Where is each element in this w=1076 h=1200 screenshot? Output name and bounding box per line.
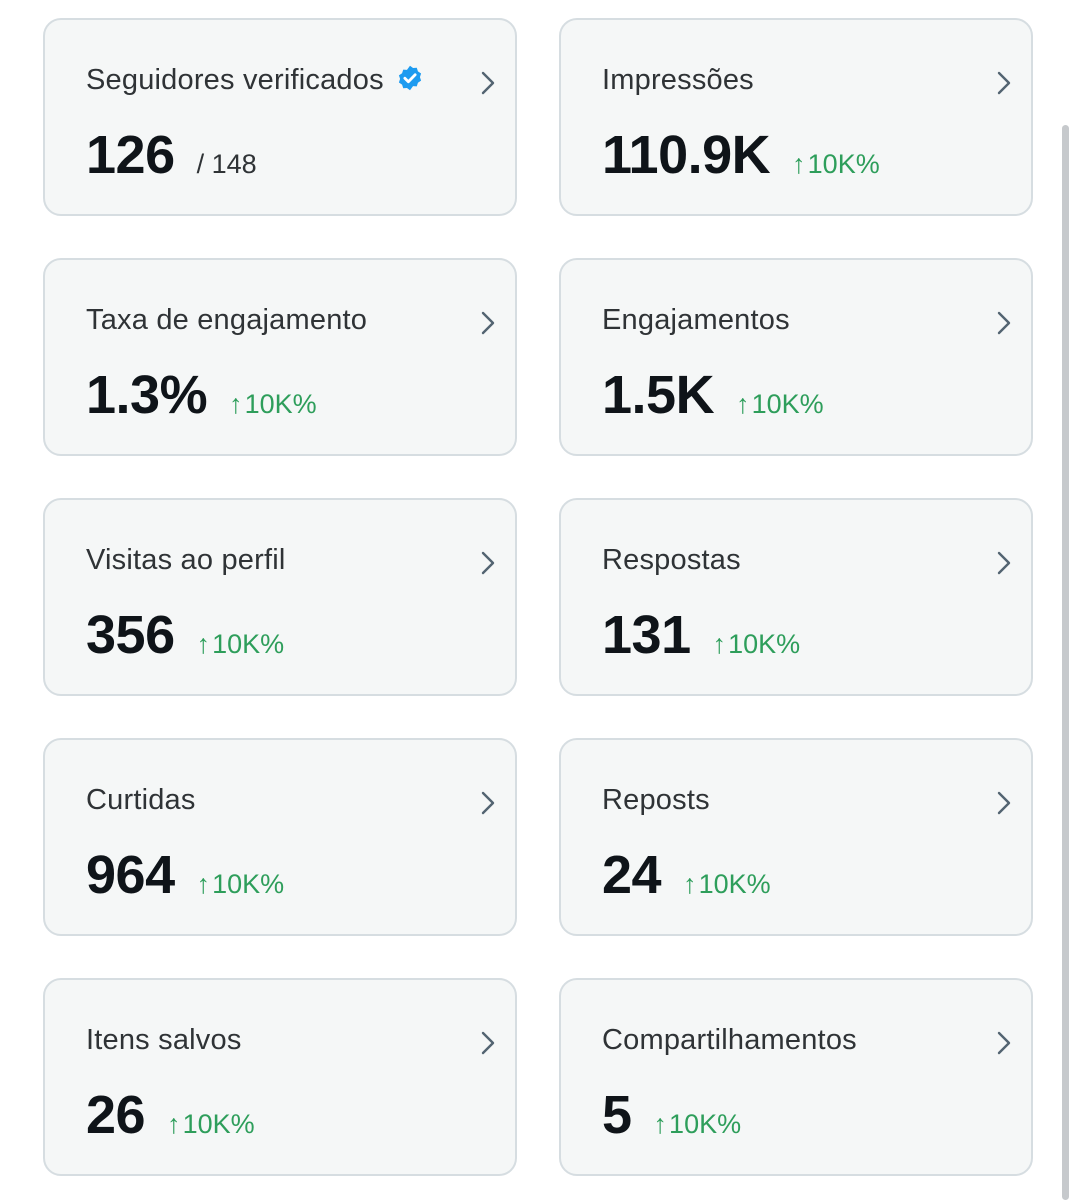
- metric-value: 356: [86, 605, 175, 665]
- metric-value-row: 964 ↑ 10K%: [86, 848, 284, 902]
- metric-value: 110.9K: [602, 125, 771, 185]
- chevron-right-icon[interactable]: [995, 310, 1013, 336]
- metric-title: Reposts: [602, 784, 710, 817]
- metric-value: 24: [602, 845, 662, 905]
- metric-card-impressions[interactable]: Impressões 110.9K ↑ 10K%: [559, 18, 1033, 216]
- metric-delta-value: 10K%: [698, 869, 771, 899]
- metric-value-row: 1.3% ↑ 10K%: [86, 368, 317, 422]
- arrow-up-icon: ↑: [792, 149, 806, 179]
- metric-delta-value: 10K%: [807, 149, 880, 179]
- metric-delta-value: 10K%: [751, 389, 824, 419]
- metric-card-engagements[interactable]: Engajamentos 1.5K ↑ 10K%: [559, 258, 1033, 456]
- metric-value-row: 131 ↑ 10K%: [602, 608, 800, 662]
- chevron-right-icon[interactable]: [479, 1030, 497, 1056]
- arrow-up-icon: ↑: [196, 869, 211, 899]
- metric-title: Compartilhamentos: [602, 1024, 857, 1057]
- chevron-right-icon[interactable]: [995, 70, 1013, 96]
- metric-value-row: 126 / 148: [86, 128, 257, 182]
- metric-value: 1.5K: [602, 365, 715, 425]
- metric-delta-value: 10K%: [212, 869, 285, 899]
- chevron-right-icon[interactable]: [479, 550, 497, 576]
- metric-value: 26: [86, 1085, 146, 1145]
- metric-delta: ↑ 10K%: [229, 389, 317, 420]
- metric-card-likes[interactable]: Curtidas 964 ↑ 10K%: [43, 738, 517, 936]
- scrollbar-thumb[interactable]: [1062, 125, 1069, 1200]
- metric-title: Seguidores verificados: [86, 64, 424, 97]
- metric-value-row: 356 ↑ 10K%: [86, 608, 284, 662]
- metric-card-verified-followers[interactable]: Seguidores verificados 126 / 148: [43, 18, 517, 216]
- metric-title: Impressões: [602, 64, 754, 97]
- chevron-right-icon[interactable]: [995, 550, 1013, 576]
- metric-delta: ↑ 10K%: [736, 389, 824, 420]
- metric-value-row: 5 ↑ 10K%: [602, 1088, 741, 1142]
- metric-delta: ↑ 10K%: [792, 149, 880, 180]
- chevron-right-icon[interactable]: [995, 1030, 1013, 1056]
- metric-card-shares[interactable]: Compartilhamentos 5 ↑ 10K%: [559, 978, 1033, 1176]
- metric-title: Respostas: [602, 544, 741, 577]
- metric-title-text: Taxa de engajamento: [86, 304, 368, 336]
- metric-title: Visitas ao perfil: [86, 544, 286, 577]
- chevron-right-icon[interactable]: [995, 790, 1013, 816]
- metric-delta-value: 10K%: [212, 629, 285, 659]
- chevron-right-icon[interactable]: [479, 70, 497, 96]
- metric-card-replies[interactable]: Respostas 131 ↑ 10K%: [559, 498, 1033, 696]
- arrow-up-icon: ↑: [229, 389, 243, 419]
- metric-title: Engajamentos: [602, 304, 790, 337]
- chevron-right-icon[interactable]: [479, 790, 497, 816]
- verified-badge-icon: [396, 64, 424, 92]
- metric-delta: ↑ 10K%: [654, 1109, 742, 1140]
- metric-card-profile-visits[interactable]: Visitas ao perfil 356 ↑ 10K%: [43, 498, 517, 696]
- arrow-up-icon: ↑: [736, 389, 750, 419]
- metric-delta: ↑ 10K%: [167, 1109, 255, 1140]
- metric-title-text: Reposts: [602, 784, 710, 816]
- metric-value: 126: [86, 125, 175, 185]
- metric-value: 964: [86, 845, 175, 905]
- metric-delta-value: 10K%: [728, 629, 801, 659]
- metric-delta-value: 10K%: [244, 389, 317, 419]
- metric-total: / 148: [196, 149, 257, 179]
- arrow-up-icon: ↑: [196, 629, 211, 659]
- arrow-up-icon: ↑: [683, 869, 697, 899]
- metric-value: 1.3%: [86, 365, 208, 425]
- metric-title: Itens salvos: [86, 1024, 242, 1057]
- metric-delta-value: 10K%: [182, 1109, 255, 1139]
- metric-delta: ↑ 10K%: [197, 869, 285, 900]
- metric-delta-value: 10K%: [669, 1109, 742, 1139]
- metrics-grid: Seguidores verificados 126 / 148 Impress…: [43, 18, 1033, 1176]
- metric-delta: ↑ 10K%: [683, 869, 771, 900]
- metric-title-text: Visitas ao perfil: [86, 544, 286, 576]
- metric-card-reposts[interactable]: Reposts 24 ↑ 10K%: [559, 738, 1033, 936]
- metric-title: Curtidas: [86, 784, 196, 817]
- metric-value: 131: [602, 605, 691, 665]
- metric-card-saved-items[interactable]: Itens salvos 26 ↑ 10K%: [43, 978, 517, 1176]
- metric-value-row: 1.5K ↑ 10K%: [602, 368, 824, 422]
- metric-value-row: 110.9K ↑ 10K%: [602, 128, 880, 182]
- metric-value-row: 26 ↑ 10K%: [86, 1088, 255, 1142]
- chevron-right-icon[interactable]: [479, 310, 497, 336]
- metric-title-text: Seguidores verificados: [86, 64, 384, 96]
- metric-delta: ↑ 10K%: [197, 629, 285, 660]
- metric-title: Taxa de engajamento: [86, 304, 367, 337]
- metric-title-text: Respostas: [602, 544, 741, 576]
- metric-value-row: 24 ↑ 10K%: [602, 848, 771, 902]
- arrow-up-icon: ↑: [167, 1109, 181, 1139]
- metric-title-text: Itens salvos: [86, 1024, 242, 1056]
- metric-value: 5: [602, 1085, 632, 1145]
- arrow-up-icon: ↑: [712, 629, 727, 659]
- metric-title-text: Compartilhamentos: [602, 1024, 857, 1056]
- arrow-up-icon: ↑: [653, 1109, 668, 1139]
- metric-title-text: Impressões: [602, 64, 754, 96]
- metric-title-text: Engajamentos: [602, 304, 790, 336]
- metric-delta: ↑ 10K%: [713, 629, 801, 660]
- metric-title-text: Curtidas: [86, 784, 196, 816]
- metric-card-engagement-rate[interactable]: Taxa de engajamento 1.3% ↑ 10K%: [43, 258, 517, 456]
